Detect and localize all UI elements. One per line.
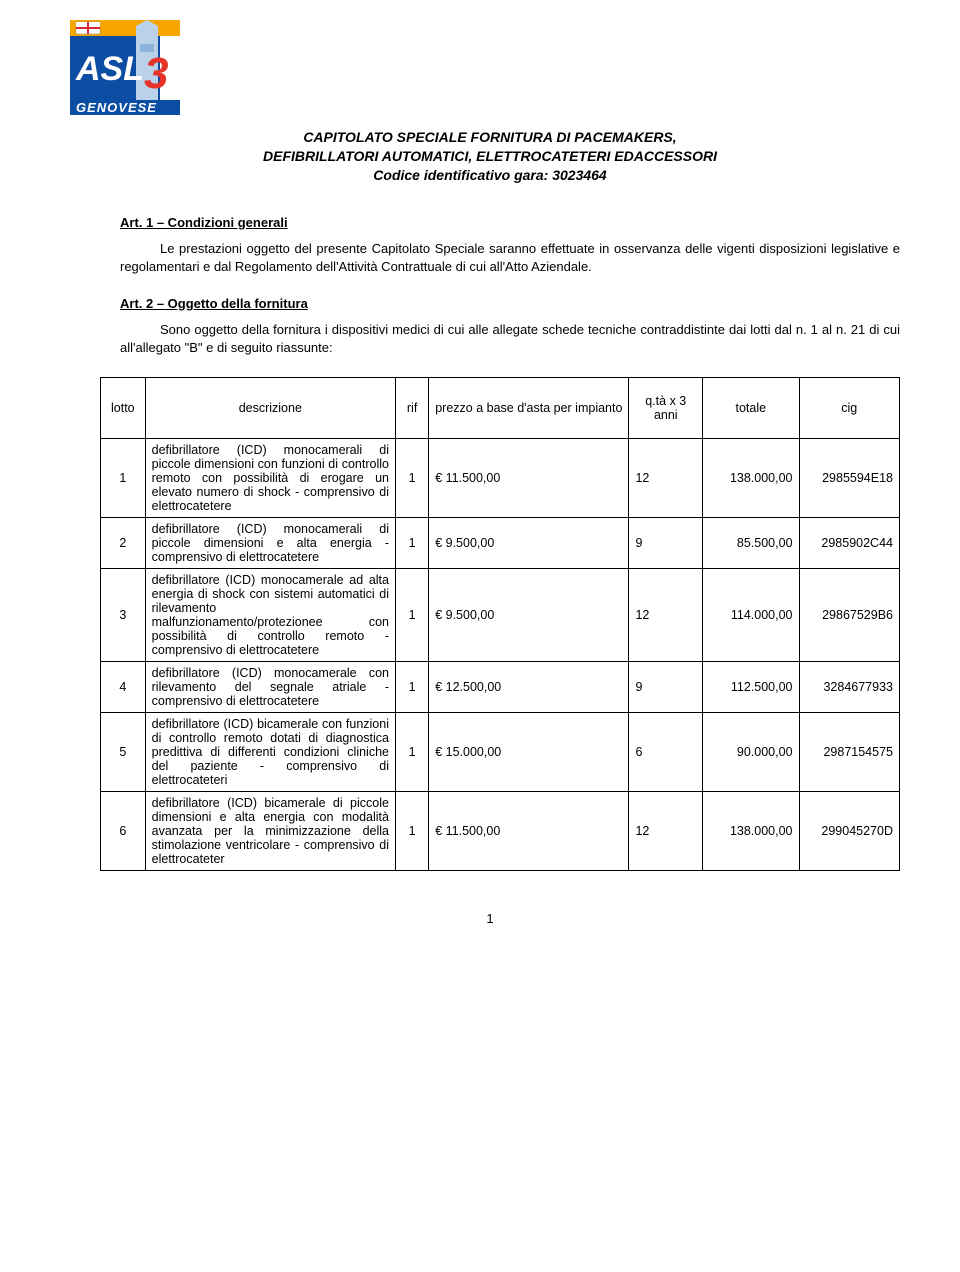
- cell-cig: 299045270D: [799, 792, 899, 871]
- cell-cig: 2985594E18: [799, 439, 899, 518]
- cell-qta: 12: [629, 792, 703, 871]
- cell-rif: 1: [395, 518, 428, 569]
- th-lotto: lotto: [101, 378, 146, 439]
- cell-totale: 112.500,00: [703, 662, 799, 713]
- cell-desc: defibrillatore (ICD) monocamerale ad alt…: [145, 569, 395, 662]
- cell-lotto: 3: [101, 569, 146, 662]
- document-page: ASL 3 GENOVESE CAPITOLATO SPECIALE FORNI…: [0, 0, 960, 966]
- page-number: 1: [80, 911, 900, 926]
- cell-qta: 9: [629, 518, 703, 569]
- art2-text: Sono oggetto della fornitura i dispositi…: [120, 321, 900, 357]
- cell-rif: 1: [395, 713, 428, 792]
- lotti-table: lotto descrizione rif prezzo a base d'as…: [100, 377, 900, 871]
- svg-text:3: 3: [144, 49, 168, 98]
- cell-qta: 6: [629, 713, 703, 792]
- cell-desc: defibrillatore (ICD) monocamerali di pic…: [145, 439, 395, 518]
- cell-desc: defibrillatore (ICD) bicamerale di picco…: [145, 792, 395, 871]
- cell-prezzo: € 9.500,00: [429, 518, 629, 569]
- title-line-2: DEFIBRILLATORI AUTOMATICI, ELETTROCATETE…: [80, 147, 900, 166]
- art1-text: Le prestazioni oggetto del presente Capi…: [120, 240, 900, 276]
- cell-cig: 3284677933: [799, 662, 899, 713]
- table-body: 1defibrillatore (ICD) monocamerali di pi…: [101, 439, 900, 871]
- svg-text:GENOVESE: GENOVESE: [76, 100, 157, 115]
- asl-logo-svg: ASL 3 GENOVESE: [70, 20, 180, 115]
- th-descrizione: descrizione: [145, 378, 395, 439]
- art2-heading: Art. 2 – Oggetto della fornitura: [120, 296, 900, 311]
- cell-lotto: 6: [101, 792, 146, 871]
- cell-cig: 2987154575: [799, 713, 899, 792]
- cell-totale: 138.000,00: [703, 439, 799, 518]
- cell-lotto: 1: [101, 439, 146, 518]
- title-line-3: Codice identificativo gara: 3023464: [80, 166, 900, 185]
- cell-totale: 90.000,00: [703, 713, 799, 792]
- table-row: 3defibrillatore (ICD) monocamerale ad al…: [101, 569, 900, 662]
- svg-text:ASL: ASL: [75, 50, 144, 88]
- cell-totale: 85.500,00: [703, 518, 799, 569]
- logo: ASL 3 GENOVESE: [70, 20, 900, 118]
- th-cig: cig: [799, 378, 899, 439]
- cell-qta: 12: [629, 569, 703, 662]
- table-row: 5defibrillatore (ICD) bicamerale con fun…: [101, 713, 900, 792]
- cell-lotto: 4: [101, 662, 146, 713]
- cell-rif: 1: [395, 662, 428, 713]
- cell-lotto: 2: [101, 518, 146, 569]
- cell-lotto: 5: [101, 713, 146, 792]
- table-row: 1defibrillatore (ICD) monocamerali di pi…: [101, 439, 900, 518]
- cell-prezzo: € 11.500,00: [429, 439, 629, 518]
- cell-rif: 1: [395, 792, 428, 871]
- cell-desc: defibrillatore (ICD) monocamerale con ri…: [145, 662, 395, 713]
- cell-cig: 2985902C44: [799, 518, 899, 569]
- cell-cig: 29867529B6: [799, 569, 899, 662]
- th-totale: totale: [703, 378, 799, 439]
- table-row: 2defibrillatore (ICD) monocamerali di pi…: [101, 518, 900, 569]
- art1-heading: Art. 1 – Condizioni generali: [120, 215, 900, 230]
- cell-qta: 12: [629, 439, 703, 518]
- document-title: CAPITOLATO SPECIALE FORNITURA DI PACEMAK…: [80, 128, 900, 185]
- title-line-1: CAPITOLATO SPECIALE FORNITURA DI PACEMAK…: [80, 128, 900, 147]
- th-prezzo: prezzo a base d'asta per impianto: [429, 378, 629, 439]
- cell-totale: 114.000,00: [703, 569, 799, 662]
- table-row: 6defibrillatore (ICD) bicamerale di picc…: [101, 792, 900, 871]
- cell-desc: defibrillatore (ICD) bicamerale con funz…: [145, 713, 395, 792]
- cell-prezzo: € 12.500,00: [429, 662, 629, 713]
- th-qta: q.tà x 3 anni: [629, 378, 703, 439]
- cell-prezzo: € 15.000,00: [429, 713, 629, 792]
- cell-prezzo: € 11.500,00: [429, 792, 629, 871]
- cell-prezzo: € 9.500,00: [429, 569, 629, 662]
- th-rif: rif: [395, 378, 428, 439]
- cell-totale: 138.000,00: [703, 792, 799, 871]
- cell-qta: 9: [629, 662, 703, 713]
- cell-rif: 1: [395, 439, 428, 518]
- cell-rif: 1: [395, 569, 428, 662]
- table-row: 4defibrillatore (ICD) monocamerale con r…: [101, 662, 900, 713]
- table-header: lotto descrizione rif prezzo a base d'as…: [101, 378, 900, 439]
- cell-desc: defibrillatore (ICD) monocamerali di pic…: [145, 518, 395, 569]
